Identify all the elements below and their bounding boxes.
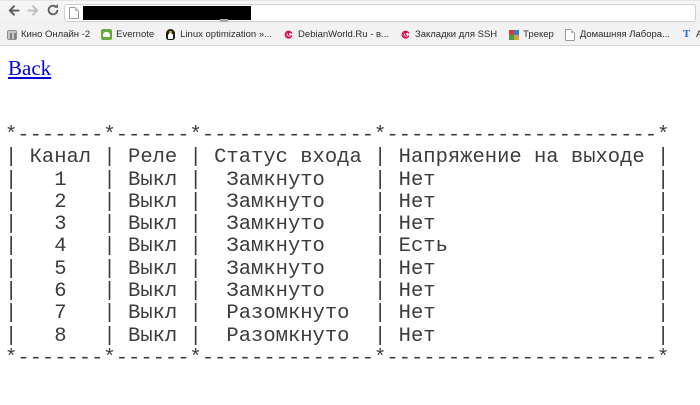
bookmark-label: Кино Онлайн -2 [21, 29, 91, 40]
relay-status-table: *-------*------*--------------*---------… [5, 124, 670, 370]
bookmark-linux-optimization[interactable]: Linux optimization »... [165, 29, 272, 40]
address-bar[interactable] [64, 3, 696, 22]
tracker-icon [508, 29, 519, 40]
bookmark-label: Linux optimization »... [180, 29, 273, 40]
debian-swirl-icon [400, 29, 411, 40]
forward-button[interactable] [24, 4, 42, 22]
bookmark-label: DebianWorld.Ru - в... [298, 29, 389, 40]
bookmark-home-lab[interactable]: Домашняя Лабора... [565, 28, 670, 41]
back-button[interactable] [4, 4, 22, 22]
bookmark-label: Акс. Justinus 361-89... [696, 29, 700, 40]
forward-arrow-icon [26, 3, 41, 23]
bookmark-justinus[interactable]: T Акс. Justinus 361-89... [681, 28, 700, 41]
bookmark-label: Домашняя Лабора... [579, 29, 670, 40]
tux-icon [165, 29, 176, 40]
back-link-row: Back [8, 56, 700, 81]
film-icon [6, 29, 17, 40]
bookmark-label: Закладки для SSH [414, 29, 498, 40]
redacted-url [83, 5, 251, 20]
bookmark-tracker[interactable]: Трекер [508, 29, 554, 40]
bookmark-kino-onlain[interactable]: Кино Онлайн -2 [6, 29, 90, 40]
letter-t-icon: T [682, 28, 691, 40]
debian-swirl-icon [283, 29, 294, 40]
reload-icon [46, 3, 60, 22]
page-icon [69, 6, 79, 19]
redaction-artifact [220, 18, 228, 22]
bookmark-ssh[interactable]: Закладки для SSH [400, 29, 497, 40]
browser-chrome: Кино Онлайн -2 Evernote Linux optimizati… [0, 0, 700, 46]
page-icon [565, 28, 576, 41]
bookmark-label: Evernote [116, 29, 155, 40]
browser-toolbar [0, 1, 700, 24]
back-arrow-icon [6, 3, 21, 23]
back-link[interactable]: Back [8, 56, 52, 80]
evernote-icon [101, 29, 113, 40]
bookmark-label: Трекер [523, 29, 554, 40]
bookmark-debianworld[interactable]: DebianWorld.Ru - в... [283, 29, 389, 40]
reload-button[interactable] [44, 4, 62, 22]
bookmark-evernote[interactable]: Evernote [101, 29, 154, 40]
bookmarks-bar: Кино Онлайн -2 Evernote Linux optimizati… [0, 24, 700, 46]
page-content: Back *-------*------*--------------*----… [0, 46, 700, 405]
